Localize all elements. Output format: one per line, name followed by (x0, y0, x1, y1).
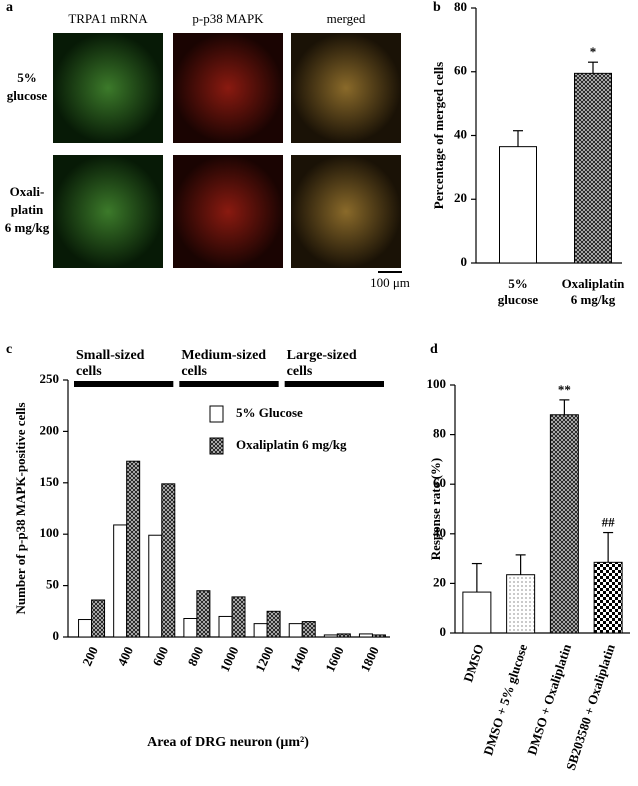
panel-label: d (430, 342, 438, 357)
legend-label: Oxaliplatin 6 mg/kg (236, 437, 347, 452)
y-axis-label: Number of p-p38 MAPK-positive cells (13, 402, 28, 614)
bar (218, 615, 233, 638)
x-tick-label: SB203580 + Oxaliplatin (563, 641, 618, 772)
bar (183, 617, 198, 638)
bar (148, 534, 163, 638)
y-tick-label: 80 (433, 426, 446, 441)
x-tick-label: 600 (149, 644, 171, 668)
significance: ** (558, 382, 571, 397)
bar (288, 623, 303, 638)
group-label: Large-sized (287, 348, 357, 363)
x-tick-label: 1400 (287, 644, 312, 674)
bar (196, 590, 211, 638)
y-tick-label: 250 (40, 371, 60, 386)
bar (549, 414, 579, 634)
x-tick-label: DMSO + 5% glucose (480, 642, 530, 757)
group-label: cells (181, 364, 207, 379)
y-tick-label: 200 (40, 422, 60, 437)
bar (574, 72, 612, 264)
column-title: merged (327, 11, 366, 26)
legend-swatch (209, 437, 224, 455)
y-tick-label: 0 (440, 624, 447, 639)
bar (91, 599, 106, 638)
scale-label: 100 μm (370, 275, 410, 290)
micrograph (291, 33, 401, 143)
group-label: cells (287, 364, 313, 379)
y-tick-label: 20 (454, 190, 467, 205)
bar (253, 623, 268, 638)
y-tick-label: 40 (454, 126, 467, 141)
bar (336, 633, 351, 638)
significance: * (590, 44, 597, 59)
bar (371, 634, 386, 638)
group-label: cells (76, 364, 102, 379)
row-label: 5% (17, 70, 37, 85)
bar (266, 610, 281, 638)
bar (161, 483, 176, 638)
group-bar (74, 381, 174, 387)
panel-label: b (433, 0, 441, 15)
bar (499, 146, 537, 264)
bar (231, 596, 246, 638)
micrograph (291, 155, 401, 268)
x-tick-label: glucose (498, 292, 539, 307)
y-tick-label: 100 (427, 376, 447, 391)
column-title: p-p38 MAPK (192, 11, 264, 26)
y-tick-label: 60 (454, 63, 467, 78)
column-title: TRPA1 mRNA (68, 11, 148, 26)
x-tick-label: 800 (184, 644, 206, 668)
x-tick-label: Oxaliplatin (562, 276, 626, 291)
panel-label: a (6, 0, 13, 15)
y-tick-label: 0 (53, 628, 60, 643)
row-label: platin (11, 202, 44, 217)
x-tick-label: 6 mg/kg (571, 292, 616, 307)
y-axis-label: Percentage of merged cells (431, 62, 446, 209)
x-axis-label: Area of DRG neuron (μm²) (147, 735, 309, 750)
y-tick-label: 40 (433, 525, 446, 540)
group-label: Small-sized (76, 348, 145, 363)
bar (301, 621, 316, 638)
significance: ## (602, 515, 616, 530)
legend-label: 5% Glucose (236, 405, 303, 420)
bar (126, 460, 141, 638)
x-tick-label: 1600 (322, 644, 347, 674)
micrograph (53, 33, 163, 143)
group-bar (284, 381, 384, 387)
y-tick-label: 80 (454, 0, 467, 14)
group-bar (179, 381, 279, 387)
micrograph (53, 155, 163, 268)
y-tick-label: 50 (46, 577, 59, 592)
legend-swatch (209, 405, 224, 423)
y-tick-label: 0 (461, 254, 468, 269)
x-tick-label: 1800 (357, 644, 382, 674)
bar (506, 574, 536, 634)
bar (462, 591, 492, 634)
row-label: 6 mg/kg (5, 220, 50, 235)
x-tick-label: 400 (114, 644, 136, 668)
x-tick-label: DMSO (460, 642, 486, 684)
x-tick-label: 1200 (252, 644, 277, 674)
row-label: glucose (7, 88, 48, 103)
y-tick-label: 60 (433, 475, 446, 490)
y-tick-label: 20 (433, 574, 446, 589)
bar (358, 633, 373, 638)
row-label: Oxali- (10, 184, 45, 199)
y-axis-label: Response rate (%) (428, 458, 443, 561)
group-label: Medium-sized (181, 348, 266, 363)
bar (113, 524, 128, 638)
micrograph (173, 33, 283, 143)
x-tick-label: 5% (508, 276, 528, 291)
y-tick-label: 100 (40, 525, 60, 540)
bar (593, 561, 623, 634)
panel-label: c (6, 342, 12, 357)
x-tick-label: 200 (79, 644, 101, 668)
bar (78, 619, 93, 638)
micrograph (173, 155, 283, 268)
y-tick-label: 150 (40, 474, 60, 489)
x-tick-label: DMSO + Oxaliplatin (524, 641, 574, 756)
bar (323, 634, 338, 638)
x-tick-label: 1000 (217, 644, 242, 674)
